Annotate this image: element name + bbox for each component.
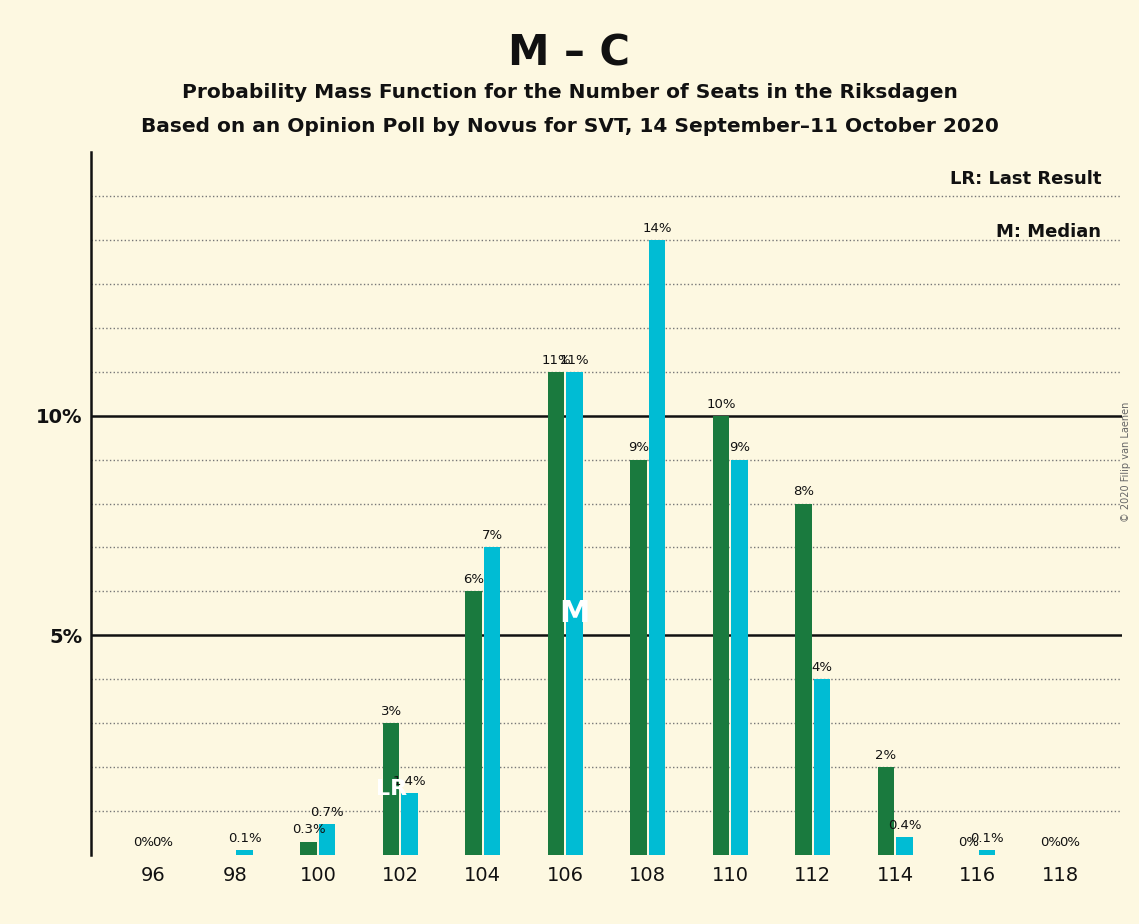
Bar	[301, 842, 317, 855]
Text: M: Median: M: Median	[997, 223, 1101, 240]
Bar	[484, 547, 500, 855]
Text: 0.1%: 0.1%	[228, 832, 262, 845]
Text: LR: Last Result: LR: Last Result	[950, 170, 1101, 188]
Text: LR: LR	[376, 779, 407, 799]
Text: 0%: 0%	[958, 836, 978, 849]
Text: 0%: 0%	[151, 836, 173, 849]
Bar	[466, 591, 482, 855]
Text: Probability Mass Function for the Number of Seats in the Riksdagen: Probability Mass Function for the Number…	[181, 83, 958, 103]
Text: 8%: 8%	[793, 485, 814, 498]
Bar	[713, 416, 729, 855]
Text: 3%: 3%	[380, 705, 402, 718]
Text: 6%: 6%	[464, 573, 484, 586]
Text: 4%: 4%	[811, 661, 833, 674]
Bar	[731, 460, 747, 855]
Text: 0.1%: 0.1%	[970, 832, 1003, 845]
Text: 2%: 2%	[875, 748, 896, 761]
Bar	[813, 679, 830, 855]
Text: 1.4%: 1.4%	[393, 775, 426, 788]
Bar	[319, 824, 335, 855]
Text: 9%: 9%	[628, 442, 649, 455]
Text: © 2020 Filip van Laenen: © 2020 Filip van Laenen	[1121, 402, 1131, 522]
Bar	[978, 850, 995, 855]
Bar	[548, 372, 564, 855]
Text: 0%: 0%	[133, 836, 154, 849]
Bar	[630, 460, 647, 855]
Text: 0.4%: 0.4%	[887, 819, 921, 832]
Text: 0%: 0%	[1059, 836, 1080, 849]
Bar	[878, 767, 894, 855]
Text: M – C: M – C	[508, 32, 631, 74]
Bar	[383, 723, 400, 855]
Text: 11%: 11%	[541, 354, 571, 367]
Text: M: M	[559, 599, 590, 627]
Text: 11%: 11%	[559, 354, 589, 367]
Text: 0%: 0%	[1040, 836, 1062, 849]
Text: Based on an Opinion Poll by Novus for SVT, 14 September–11 October 2020: Based on an Opinion Poll by Novus for SV…	[140, 117, 999, 137]
Text: 10%: 10%	[706, 397, 736, 410]
Bar	[896, 837, 912, 855]
Text: 0.7%: 0.7%	[310, 806, 344, 819]
Text: 14%: 14%	[642, 222, 672, 235]
Text: 7%: 7%	[482, 529, 502, 542]
Bar	[649, 240, 665, 855]
Bar	[401, 793, 418, 855]
Text: 0.3%: 0.3%	[292, 823, 326, 836]
Bar	[566, 372, 583, 855]
Text: 9%: 9%	[729, 442, 749, 455]
Bar	[237, 850, 253, 855]
Bar	[795, 504, 812, 855]
